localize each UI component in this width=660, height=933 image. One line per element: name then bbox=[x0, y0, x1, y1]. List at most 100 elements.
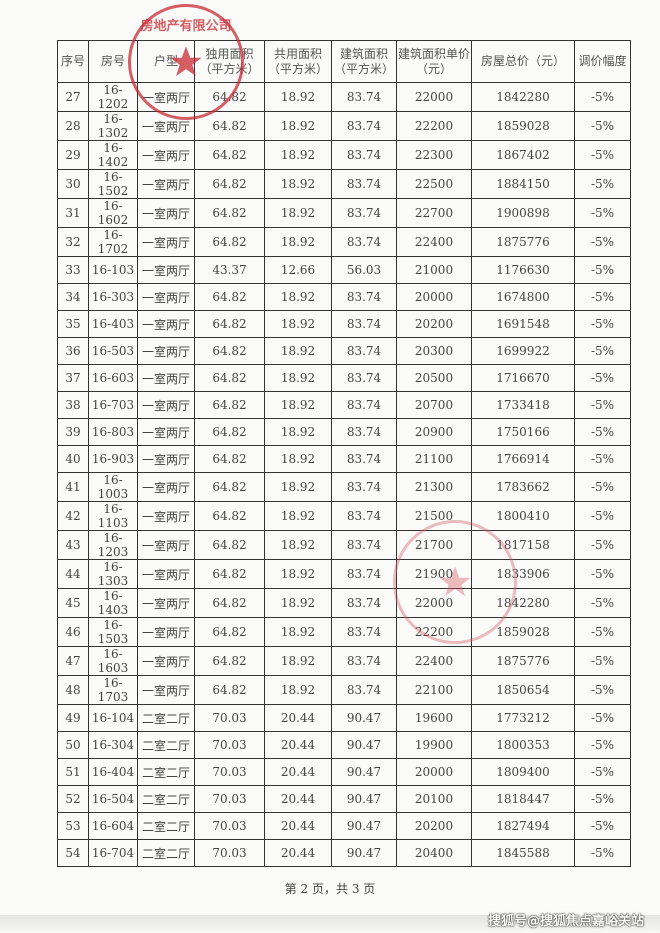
table-cell: -5% bbox=[574, 646, 631, 676]
table-cell: 一室两厅 bbox=[137, 310, 195, 338]
table-cell: 20900 bbox=[396, 418, 472, 446]
table-cell: 1800410 bbox=[471, 501, 575, 531]
table-cell: -5% bbox=[574, 530, 631, 560]
table-cell: 1850654 bbox=[471, 675, 575, 705]
table-cell: 1875776 bbox=[471, 227, 575, 257]
table-cell: 18.92 bbox=[264, 283, 332, 311]
table-cell: 1716670 bbox=[471, 364, 575, 392]
table-cell: 83.74 bbox=[331, 310, 397, 338]
table-cell: 20500 bbox=[396, 364, 472, 392]
table-cell: 83.74 bbox=[331, 198, 397, 228]
table-row: 49 16-104 二室二厅 70.03 20.44 90.47 19600 1773212-… bbox=[57, 704, 631, 732]
table-cell: 16-1703 bbox=[88, 675, 138, 705]
table-cell: 一室两厅 bbox=[137, 283, 195, 311]
table-cell: 18.92 bbox=[264, 646, 332, 676]
table-cell: 64.82 bbox=[194, 559, 265, 589]
table-cell: 一室两厅 bbox=[137, 472, 195, 502]
table-cell: 16-403 bbox=[88, 310, 138, 338]
table-cell: 16-103 bbox=[88, 256, 138, 284]
table-cell: 18.92 bbox=[264, 617, 332, 647]
table-cell: 1773212 bbox=[471, 704, 575, 732]
table-cell: 一室两厅 bbox=[137, 559, 195, 589]
page-number: 第 2 页，共 3 页 bbox=[284, 882, 376, 896]
table-cell: 18.92 bbox=[264, 140, 332, 170]
table-cell: 一室两厅 bbox=[137, 364, 195, 392]
table-cell: 43.37 bbox=[194, 256, 265, 284]
table-cell: 22700 bbox=[396, 198, 472, 228]
table-cell: 16-503 bbox=[88, 337, 138, 365]
table-cell: 16-1203 bbox=[88, 530, 138, 560]
table-cell: 1809400 bbox=[471, 758, 575, 786]
table-cell: 12.66 bbox=[264, 256, 332, 284]
table-cell: 64.82 bbox=[194, 472, 265, 502]
table-row: 33 16-103 一室两厅 43.37 12.66 56.03 21000 1176630-… bbox=[57, 256, 631, 284]
table-cell: 64.82 bbox=[194, 364, 265, 392]
table-cell: 一室两厅 bbox=[137, 169, 195, 199]
table-cell: 21000 bbox=[396, 256, 472, 284]
table-row: 46 16-1503 一室两厅 64.82 18.92 83.74 22200 1859028… bbox=[57, 617, 631, 647]
table-cell: 64.82 bbox=[194, 617, 265, 647]
table-cell: 1699922 bbox=[471, 337, 575, 365]
table-cell: 16-1003 bbox=[88, 472, 138, 502]
page-shadow bbox=[0, 915, 660, 933]
table-cell: 1867402 bbox=[471, 140, 575, 170]
table-cell: 38 bbox=[57, 391, 89, 419]
table-cell: 一室两厅 bbox=[137, 418, 195, 446]
table-cell: -5% bbox=[574, 731, 631, 759]
table-cell: 64.82 bbox=[194, 140, 265, 170]
table-cell: 16-1402 bbox=[88, 140, 138, 170]
table-cell: 31 bbox=[57, 198, 89, 228]
table-cell: 64.82 bbox=[194, 111, 265, 141]
table-cell: 1691548 bbox=[471, 310, 575, 338]
column-header: 房号 bbox=[88, 40, 138, 83]
table-cell: 21700 bbox=[396, 530, 472, 560]
table-cell: 64.82 bbox=[194, 501, 265, 531]
table-cell: 83.74 bbox=[331, 445, 397, 473]
column-header: 独用面积（平方米） bbox=[194, 40, 265, 83]
table-cell: 1783662 bbox=[471, 472, 575, 502]
table-cell: 20.44 bbox=[264, 839, 332, 867]
table-cell: 16-1103 bbox=[88, 501, 138, 531]
table-cell: 一室两厅 bbox=[137, 501, 195, 531]
table-cell: 44 bbox=[57, 559, 89, 589]
table-cell: 19600 bbox=[396, 704, 472, 732]
table-cell: 83.74 bbox=[331, 646, 397, 676]
table-cell: 83.74 bbox=[331, 418, 397, 446]
table-cell: 83.74 bbox=[331, 472, 397, 502]
table-row: 52 16-504 二室二厅 70.03 20.44 90.47 20100 1818447-… bbox=[57, 785, 631, 813]
table-cell: 49 bbox=[57, 704, 89, 732]
column-header: 建筑面积单价（元） bbox=[396, 40, 472, 83]
table-cell: 83.74 bbox=[331, 530, 397, 560]
table-cell: -5% bbox=[574, 310, 631, 338]
table-row: 34 16-303 一室两厅 64.82 18.92 83.74 20000 1674800-… bbox=[57, 283, 631, 311]
table-cell: -5% bbox=[574, 758, 631, 786]
table-cell: 37 bbox=[57, 364, 89, 392]
table-cell: 1674800 bbox=[471, 283, 575, 311]
table-cell: 16-704 bbox=[88, 839, 138, 867]
table-cell: 二室二厅 bbox=[137, 839, 195, 867]
table-cell: 28 bbox=[57, 111, 89, 141]
table-cell: 64.82 bbox=[194, 337, 265, 365]
table-cell: 42 bbox=[57, 501, 89, 531]
table-cell: 70.03 bbox=[194, 812, 265, 840]
table-cell: -5% bbox=[574, 364, 631, 392]
table-cell: 16-1303 bbox=[88, 559, 138, 589]
table-cell: 70.03 bbox=[194, 785, 265, 813]
table-cell: -5% bbox=[574, 169, 631, 199]
table-cell: 16-604 bbox=[88, 812, 138, 840]
table-cell: 一室两厅 bbox=[137, 256, 195, 284]
table-cell: 40 bbox=[57, 445, 89, 473]
table-cell: 21500 bbox=[396, 501, 472, 531]
table-row: 39 16-803 一室两厅 64.82 18.92 83.74 20900 1750166-… bbox=[57, 418, 631, 446]
table-cell: 83.74 bbox=[331, 588, 397, 618]
table-cell: 90.47 bbox=[331, 839, 397, 867]
table-cell: 20200 bbox=[396, 310, 472, 338]
table-cell: 1817158 bbox=[471, 530, 575, 560]
table-cell: 83.74 bbox=[331, 364, 397, 392]
table-cell: 22300 bbox=[396, 140, 472, 170]
table-cell: -5% bbox=[574, 472, 631, 502]
table-cell: 一室两厅 bbox=[137, 675, 195, 705]
table-cell: -5% bbox=[574, 501, 631, 531]
table-cell: -5% bbox=[574, 704, 631, 732]
table-cell: 1842280 bbox=[471, 588, 575, 618]
